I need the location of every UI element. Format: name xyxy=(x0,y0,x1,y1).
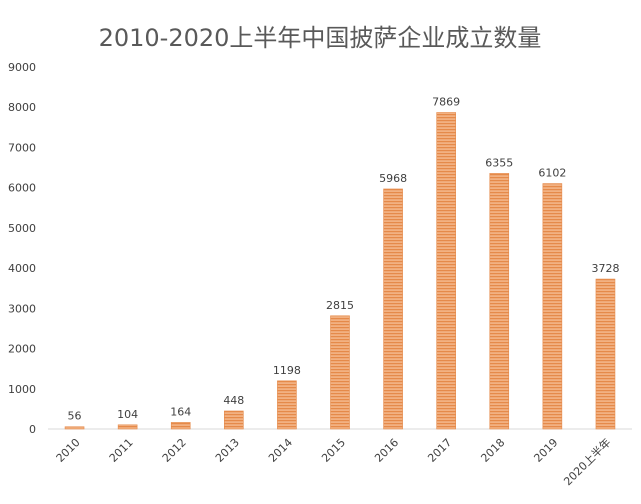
bars: 56 104 164 448 1198 2815 5968 7869 6355 6102 3728 xyxy=(64,95,619,430)
bar xyxy=(64,426,85,430)
y-axis: 0 1000 2000 3000 4000 5000 6000 7000 8000 9000 xyxy=(8,61,36,436)
x-tick-label: 2012 xyxy=(160,436,189,465)
y-tick-label: 5000 xyxy=(8,222,36,235)
data-label: 164 xyxy=(170,405,191,418)
bar xyxy=(489,173,510,430)
data-label: 5968 xyxy=(379,172,407,185)
y-tick-label: 2000 xyxy=(8,343,36,356)
x-axis: 2010 2011 2012 2013 2014 2015 2016 2017 2018 2019… xyxy=(54,435,614,488)
bar xyxy=(117,424,138,430)
y-tick-label: 0 xyxy=(29,423,36,436)
y-tick-label: 7000 xyxy=(8,141,36,154)
data-label: 1198 xyxy=(273,364,301,377)
x-tick-label: 2020上半年 xyxy=(561,435,614,488)
data-label: 56 xyxy=(68,410,82,423)
data-label: 6355 xyxy=(485,156,513,169)
y-tick-label: 1000 xyxy=(8,383,36,396)
x-tick-label: 2018 xyxy=(478,436,507,465)
x-tick-label: 2016 xyxy=(372,436,401,465)
bar xyxy=(542,183,563,430)
y-tick-label: 9000 xyxy=(8,61,36,74)
data-label: 7869 xyxy=(432,95,460,108)
x-tick-label: 2010 xyxy=(54,436,83,465)
y-tick-label: 8000 xyxy=(8,101,36,114)
bar xyxy=(224,410,244,430)
data-label: 104 xyxy=(117,408,138,421)
x-tick-label: 2019 xyxy=(531,436,560,465)
bar xyxy=(595,278,616,430)
bar xyxy=(170,422,191,430)
data-label: 448 xyxy=(223,394,244,407)
x-tick-label: 2017 xyxy=(425,436,454,465)
data-label: 2815 xyxy=(326,299,354,312)
data-label: 3728 xyxy=(591,262,619,275)
x-tick-label: 2013 xyxy=(213,436,242,465)
y-tick-label: 6000 xyxy=(8,182,36,195)
y-tick-label: 4000 xyxy=(8,262,36,275)
bar xyxy=(330,315,350,430)
x-tick-label: 2011 xyxy=(107,436,136,465)
y-tick-label: 3000 xyxy=(8,302,36,315)
bar xyxy=(436,112,456,430)
chart-title: 2010-2020上半年中国披萨企业成立数量 xyxy=(99,24,542,52)
bar xyxy=(383,188,403,430)
bar xyxy=(277,380,297,430)
x-tick-label: 2015 xyxy=(319,436,348,465)
x-tick-label: 2014 xyxy=(266,436,295,465)
data-label: 6102 xyxy=(538,167,566,180)
